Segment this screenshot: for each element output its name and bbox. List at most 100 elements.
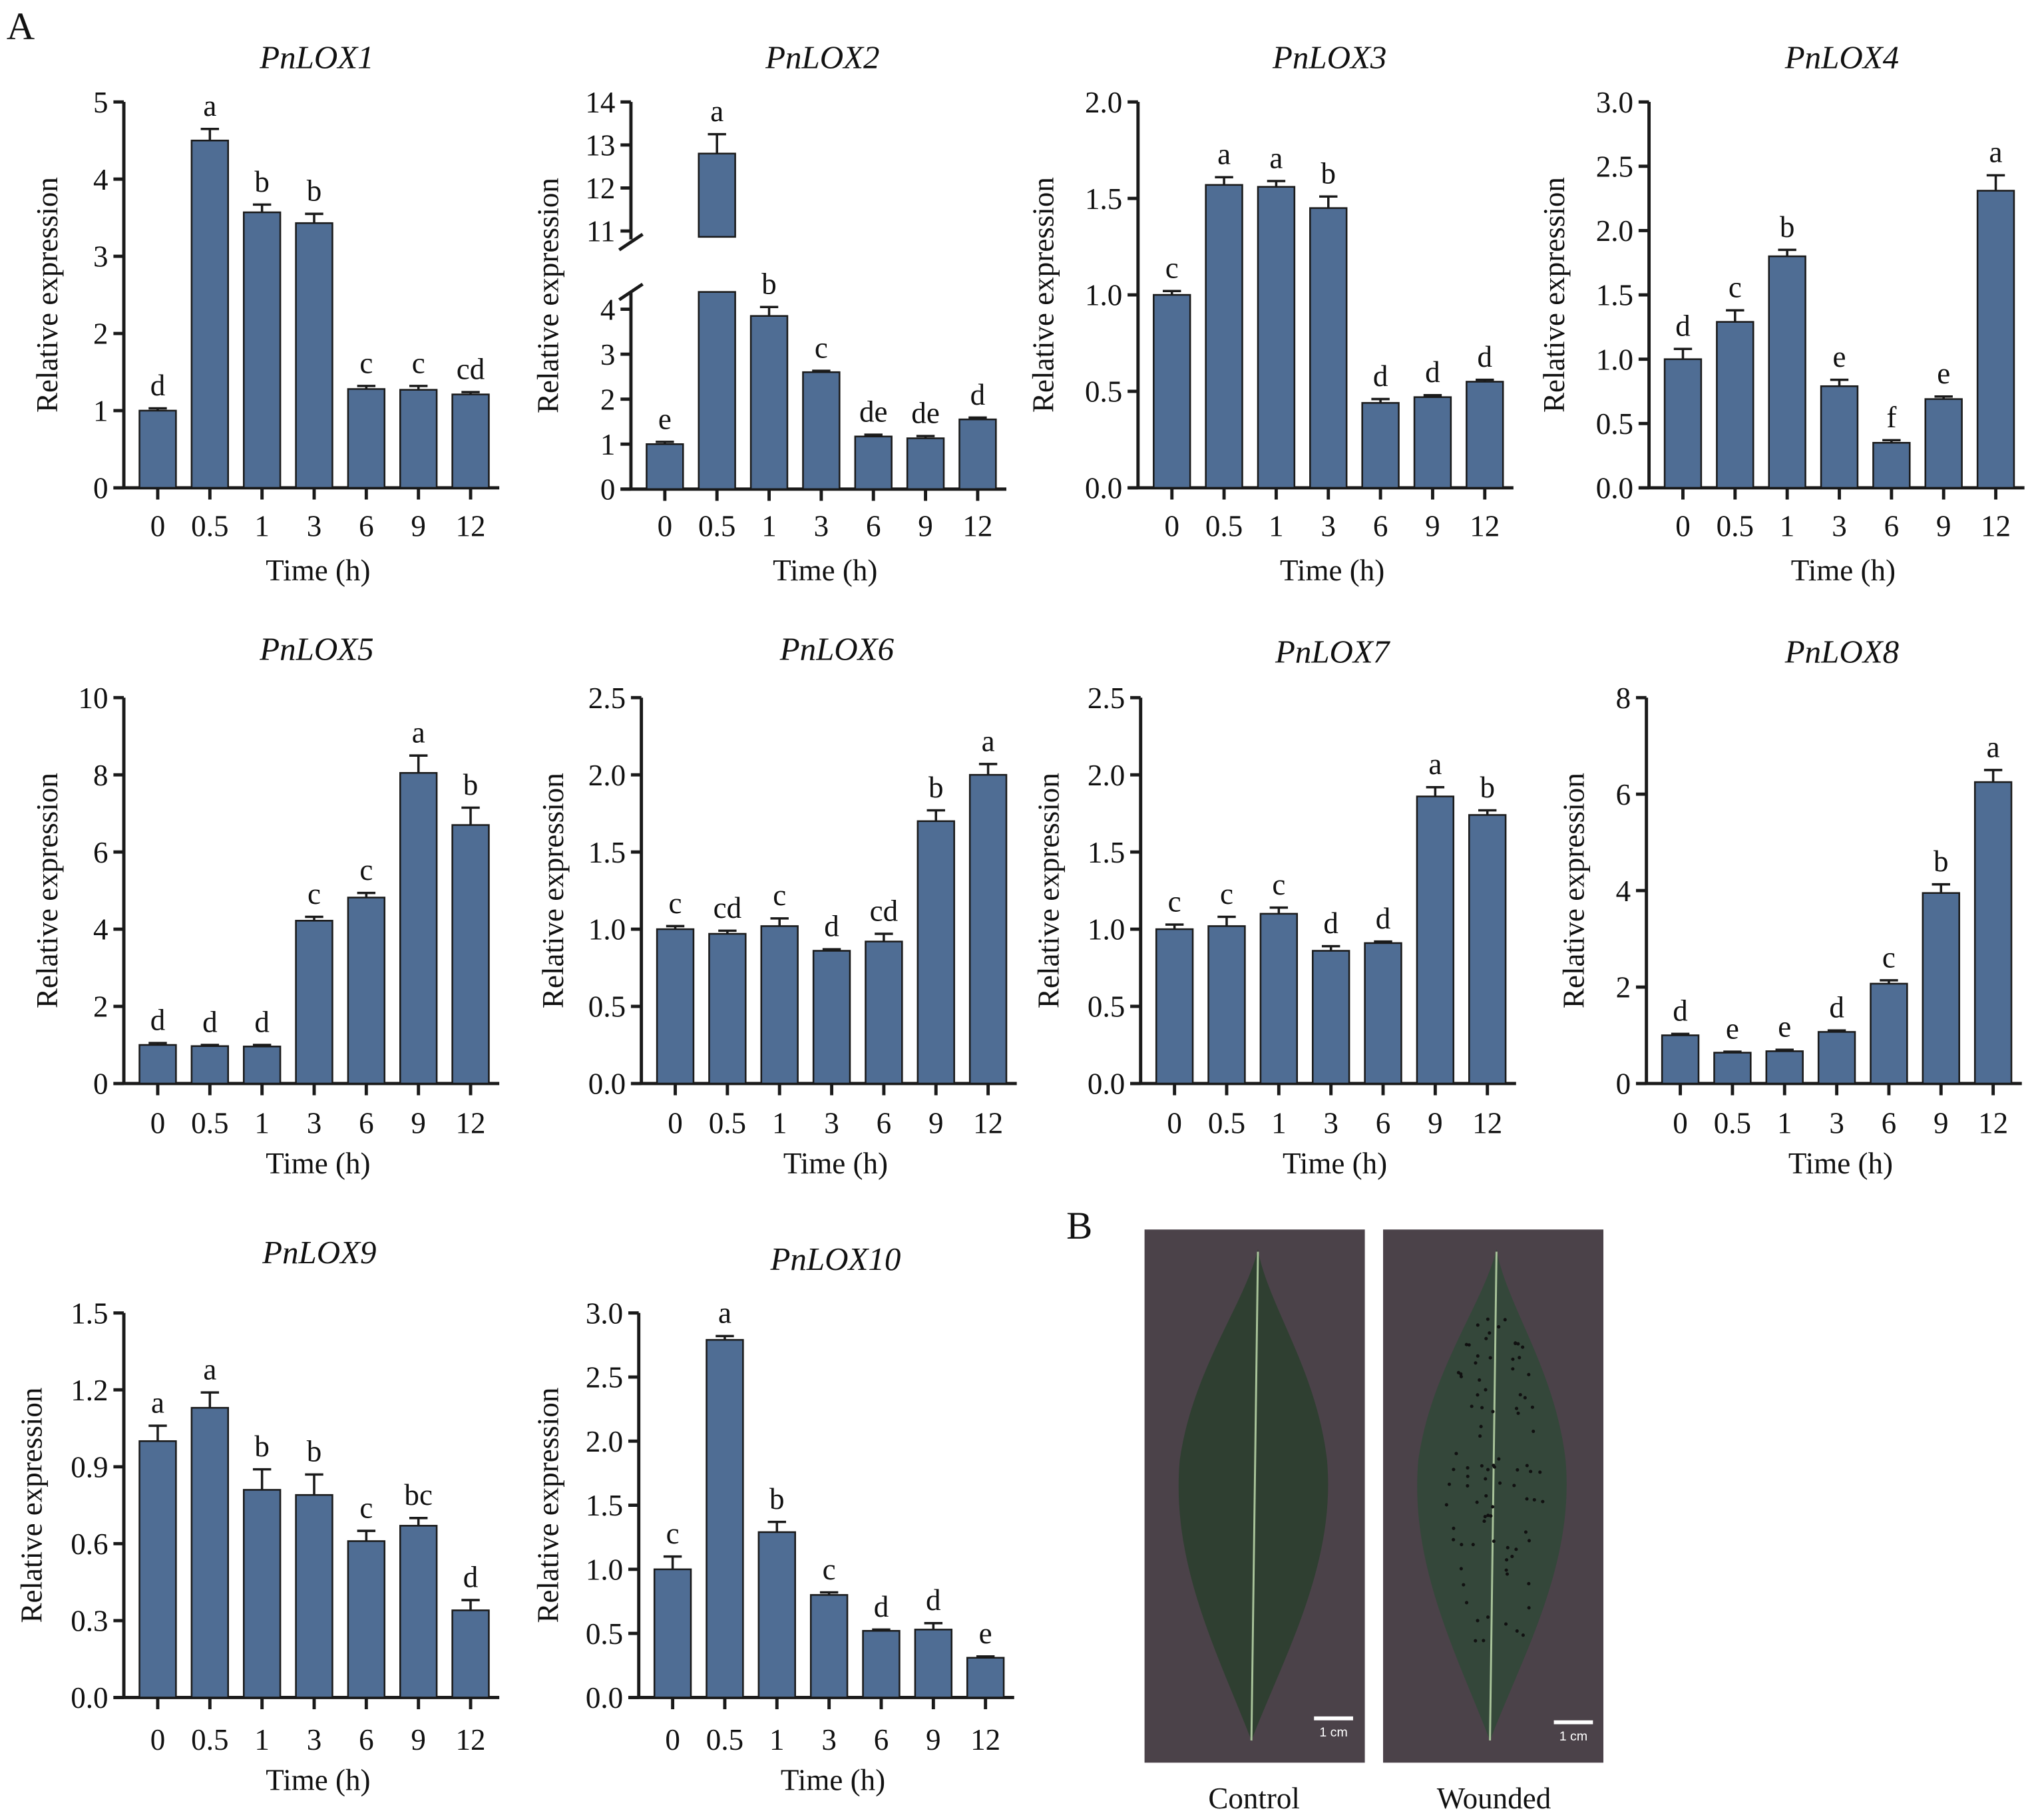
x-tick-label: 9 bbox=[1934, 1106, 1949, 1139]
significance-letter: d bbox=[463, 1560, 479, 1593]
x-tick-label: 3 bbox=[307, 1106, 322, 1139]
wound-hole bbox=[1503, 1318, 1507, 1322]
bar bbox=[347, 388, 386, 489]
bar bbox=[914, 1629, 953, 1699]
x-tick-label: 1 bbox=[1780, 509, 1795, 542]
significance-letter: e bbox=[979, 1617, 992, 1650]
x-tick-label: 9 bbox=[1936, 509, 1951, 542]
wound-hole bbox=[1476, 1393, 1480, 1397]
bar bbox=[295, 222, 333, 489]
x-tick-label: 6 bbox=[1882, 1106, 1897, 1139]
bar bbox=[1820, 385, 1859, 489]
bar bbox=[242, 1046, 282, 1085]
leaf-shape bbox=[1417, 1249, 1567, 1741]
wound-hole bbox=[1470, 1404, 1474, 1408]
x-tick-label: 0.5 bbox=[1714, 1106, 1751, 1139]
significance-letter: a bbox=[412, 716, 425, 749]
significance-letter: f bbox=[1886, 401, 1896, 434]
x-tick-label: 0 bbox=[1673, 1106, 1688, 1139]
y-tick-label: 4 bbox=[600, 293, 616, 326]
y-axis-label: Relative expression bbox=[536, 773, 570, 1008]
significance-letter: b bbox=[928, 771, 944, 804]
y-axis-label: Relative expression bbox=[15, 1388, 49, 1623]
wound-hole bbox=[1524, 1530, 1528, 1534]
x-tick-label: 0 bbox=[658, 509, 673, 542]
x-tick-label: 6 bbox=[877, 1106, 892, 1139]
bar bbox=[295, 1494, 333, 1699]
y-tick-label: 0.5 bbox=[586, 1617, 623, 1651]
significance-letter: b bbox=[254, 165, 270, 198]
y-axis-label: Relative expression bbox=[31, 177, 64, 413]
wound-hole bbox=[1491, 1505, 1495, 1509]
wound-hole bbox=[1484, 1494, 1488, 1498]
x-tick-label: 12 bbox=[962, 509, 992, 542]
wound-hole bbox=[1532, 1498, 1536, 1502]
bar bbox=[708, 932, 747, 1085]
wound-hole bbox=[1506, 1545, 1510, 1549]
chart-title: PnLOX9 bbox=[262, 1234, 376, 1271]
y-tick-label: 2 bbox=[1616, 971, 1631, 1004]
y-tick-label: 0.5 bbox=[1596, 407, 1633, 441]
bar bbox=[862, 1630, 901, 1699]
wound-hole bbox=[1466, 1484, 1470, 1488]
x-axis-label: Time (h) bbox=[773, 554, 877, 587]
significance-letter: b bbox=[1780, 210, 1795, 244]
y-tick-label: 1.2 bbox=[71, 1374, 108, 1407]
x-tick-label: 9 bbox=[411, 1723, 426, 1756]
chart-title: PnLOX7 bbox=[1275, 633, 1391, 670]
wound-hole bbox=[1497, 1325, 1501, 1329]
y-tick-label: 3.0 bbox=[1596, 86, 1633, 119]
bar bbox=[1973, 781, 2013, 1085]
bar bbox=[757, 1531, 796, 1699]
bar bbox=[865, 940, 903, 1085]
significance-letter: c bbox=[823, 1553, 836, 1586]
x-tick-label: 1 bbox=[254, 1723, 270, 1756]
chart-pnlox9: PnLOX9 Relative expression Time (h) 0.0 0.3 0… bbox=[15, 1234, 500, 1796]
x-tick-label: 12 bbox=[970, 1723, 1000, 1756]
wound-hole bbox=[1498, 1481, 1502, 1485]
significance-letter: c bbox=[1729, 271, 1742, 304]
significance-letter: b bbox=[1321, 157, 1336, 190]
wound-hole bbox=[1483, 1515, 1487, 1519]
y-tick-label: 0.5 bbox=[588, 990, 626, 1024]
wound-hole bbox=[1530, 1405, 1534, 1409]
wound-hole bbox=[1525, 1464, 1529, 1468]
x-tick-label: 0 bbox=[1675, 509, 1691, 542]
bar bbox=[1661, 1034, 1700, 1085]
y-axis-label: Relative expression bbox=[1557, 773, 1591, 1008]
x-tick-label: 0 bbox=[150, 1723, 166, 1756]
bar bbox=[698, 152, 736, 238]
wound-hole bbox=[1452, 1537, 1456, 1541]
x-tick-label: 0.5 bbox=[698, 509, 735, 542]
bar bbox=[242, 211, 282, 489]
x-axis-label: Time (h) bbox=[266, 554, 370, 587]
y-tick-label: 6 bbox=[93, 836, 108, 869]
x-tick-label: 3 bbox=[1832, 509, 1847, 542]
control-label: Control bbox=[1208, 1782, 1300, 1815]
x-tick-label: 9 bbox=[411, 1106, 426, 1139]
x-axis-label: Time (h) bbox=[1280, 554, 1384, 587]
y-tick-label: 6 bbox=[1616, 778, 1631, 811]
y-tick-label: 2 bbox=[93, 317, 108, 351]
x-axis-label: Time (h) bbox=[781, 1763, 885, 1796]
chart-pnlox10: PnLOX10 Relative expression Time (h) 0.0 0.5… bbox=[531, 1241, 1014, 1796]
significance-letter: c bbox=[359, 1491, 373, 1524]
x-tick-label: 6 bbox=[874, 1723, 889, 1756]
x-tick-label: 3 bbox=[1829, 1106, 1844, 1139]
wound-hole bbox=[1497, 1457, 1501, 1461]
significance-letter: c bbox=[307, 877, 321, 910]
y-tick-label: 0.5 bbox=[1088, 990, 1125, 1024]
y-tick-label: 4 bbox=[1616, 875, 1631, 908]
x-tick-label: 9 bbox=[928, 1106, 944, 1139]
x-tick-label: 6 bbox=[359, 1723, 374, 1756]
x-tick-label: 3 bbox=[821, 1723, 837, 1756]
bar bbox=[698, 291, 736, 491]
bar bbox=[1309, 207, 1348, 489]
significance-letter: d bbox=[1478, 340, 1493, 373]
y-tick-label: 0.0 bbox=[1085, 472, 1122, 505]
y-tick-label: 0.9 bbox=[71, 1450, 108, 1484]
wound-hole bbox=[1482, 1639, 1486, 1643]
bar bbox=[1765, 1050, 1804, 1085]
chart-title: PnLOX1 bbox=[259, 39, 373, 75]
significance-letter: cd bbox=[457, 353, 485, 386]
